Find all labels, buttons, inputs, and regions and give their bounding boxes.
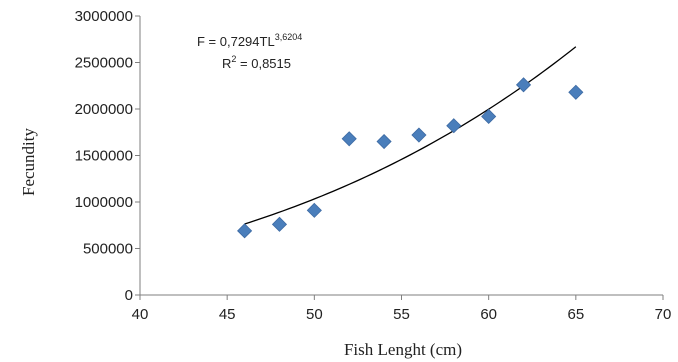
x-tick-label: 45 [219, 306, 236, 323]
trend-equation: F = 0,7294TL3,6204 [197, 32, 302, 49]
data-point [376, 133, 392, 150]
y-tick-label: 2500000 [75, 55, 133, 72]
y-tick-label: 3000000 [75, 8, 133, 25]
y-tick-label: 1500000 [75, 148, 133, 165]
y-axis-title: Fecundity [19, 128, 38, 196]
data-point [481, 108, 497, 125]
r2-value: = 0,8515 [236, 56, 291, 71]
data-points [237, 77, 584, 239]
x-tick-label: 60 [480, 306, 497, 323]
data-point [237, 223, 253, 239]
y-tick-label: 0 [125, 287, 133, 304]
trendline [244, 46, 577, 225]
data-point [411, 127, 427, 143]
y-tick-label: 1000000 [75, 194, 133, 211]
y-tick-label: 500000 [83, 241, 133, 258]
x-tick-labels: 40 45 50 55 60 65 70 [132, 295, 672, 323]
data-point [341, 131, 357, 147]
data-point [515, 77, 532, 93]
x-tick-label: 55 [393, 306, 410, 323]
y-tick-labels: 0 500000 1000000 1500000 2000000 2500000 30000… [75, 8, 140, 304]
y-tick-label: 2000000 [75, 101, 133, 118]
equation-exponent: 3,6204 [275, 32, 303, 42]
x-tick-label: 70 [655, 306, 672, 323]
x-tick-label: 50 [306, 306, 323, 323]
equation-main: F = 0,7294TL [197, 34, 275, 49]
axes [139, 16, 663, 296]
x-tick-label: 40 [132, 306, 149, 323]
data-point [568, 84, 584, 100]
x-axis-title: Fish Lenght (cm) [344, 340, 462, 359]
data-point [446, 118, 462, 134]
data-point [306, 202, 322, 218]
r2-superscript: 2 [231, 54, 236, 64]
r2-label: R [222, 56, 231, 71]
data-point [271, 216, 288, 232]
x-tick-label: 65 [567, 306, 584, 323]
r-squared: R2 = 0,8515 [222, 54, 291, 71]
